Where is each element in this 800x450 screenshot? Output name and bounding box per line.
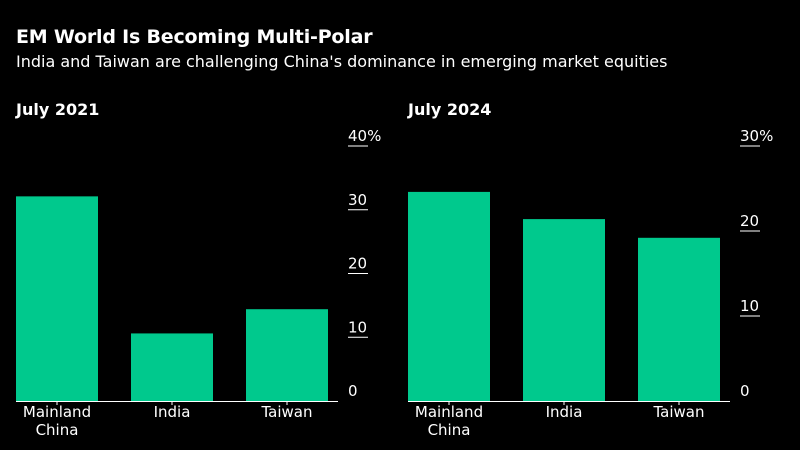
y-tick-label: 0 bbox=[740, 382, 750, 400]
y-tick-label: 30 bbox=[348, 191, 367, 209]
chart-panel-1: 0 10 20 30% Mainland China India Taiwan bbox=[408, 127, 773, 439]
panel-title-2024: July 2024 bbox=[408, 100, 492, 119]
x-tick-label: Mainland China bbox=[23, 403, 91, 439]
chart-title: EM World Is Becoming Multi-Polar bbox=[16, 26, 373, 48]
y-tick-label: 10 bbox=[348, 318, 367, 336]
y-tick-label: 20 bbox=[348, 255, 367, 273]
y-tick-label: 10 bbox=[740, 297, 759, 315]
x-tick-label: Taiwan bbox=[260, 403, 312, 421]
y-tick-label: 20 bbox=[740, 212, 759, 230]
x-tick-label: India bbox=[546, 403, 583, 421]
bar-taiwan bbox=[638, 237, 720, 401]
y-tick-label: 0 bbox=[348, 382, 358, 400]
bar-india bbox=[523, 219, 605, 401]
y-tick-label: 30% bbox=[740, 127, 773, 145]
panel-title-2021: July 2021 bbox=[16, 100, 100, 119]
chart-subtitle: India and Taiwan are challenging China's… bbox=[16, 52, 668, 71]
x-tick-label: India bbox=[154, 403, 191, 421]
bar-india bbox=[131, 333, 213, 401]
bar-mainland-china bbox=[408, 191, 490, 401]
y-tick-label: 40% bbox=[348, 127, 381, 145]
bar-mainland-china bbox=[16, 196, 98, 401]
chart-panel-0: 0 10 20 30 40% Mainland China India Taiwan bbox=[16, 127, 381, 439]
x-tick-label: Taiwan bbox=[652, 403, 704, 421]
bar-taiwan bbox=[246, 309, 328, 401]
x-tick-label: Mainland China bbox=[415, 403, 483, 439]
